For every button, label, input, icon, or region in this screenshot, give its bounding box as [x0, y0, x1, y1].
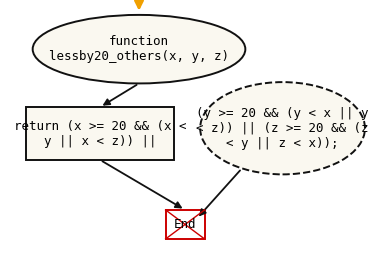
Text: return (x >= 20 && (x <
y || x < z)) ||: return (x >= 20 && (x < y || x < z)) || [14, 119, 186, 148]
Text: function
lessby20_others(x, y, z): function lessby20_others(x, y, z) [49, 35, 229, 63]
Text: End: End [174, 218, 196, 231]
Text: (y >= 20 && (y < x || y
< z)) || (z >= 20 && (z
< y || z < x));: (y >= 20 && (y < x || y < z)) || (z >= 2… [196, 107, 369, 150]
Ellipse shape [33, 15, 245, 84]
Bar [166, 210, 205, 239]
Bar [26, 107, 174, 160]
Ellipse shape [200, 82, 365, 174]
